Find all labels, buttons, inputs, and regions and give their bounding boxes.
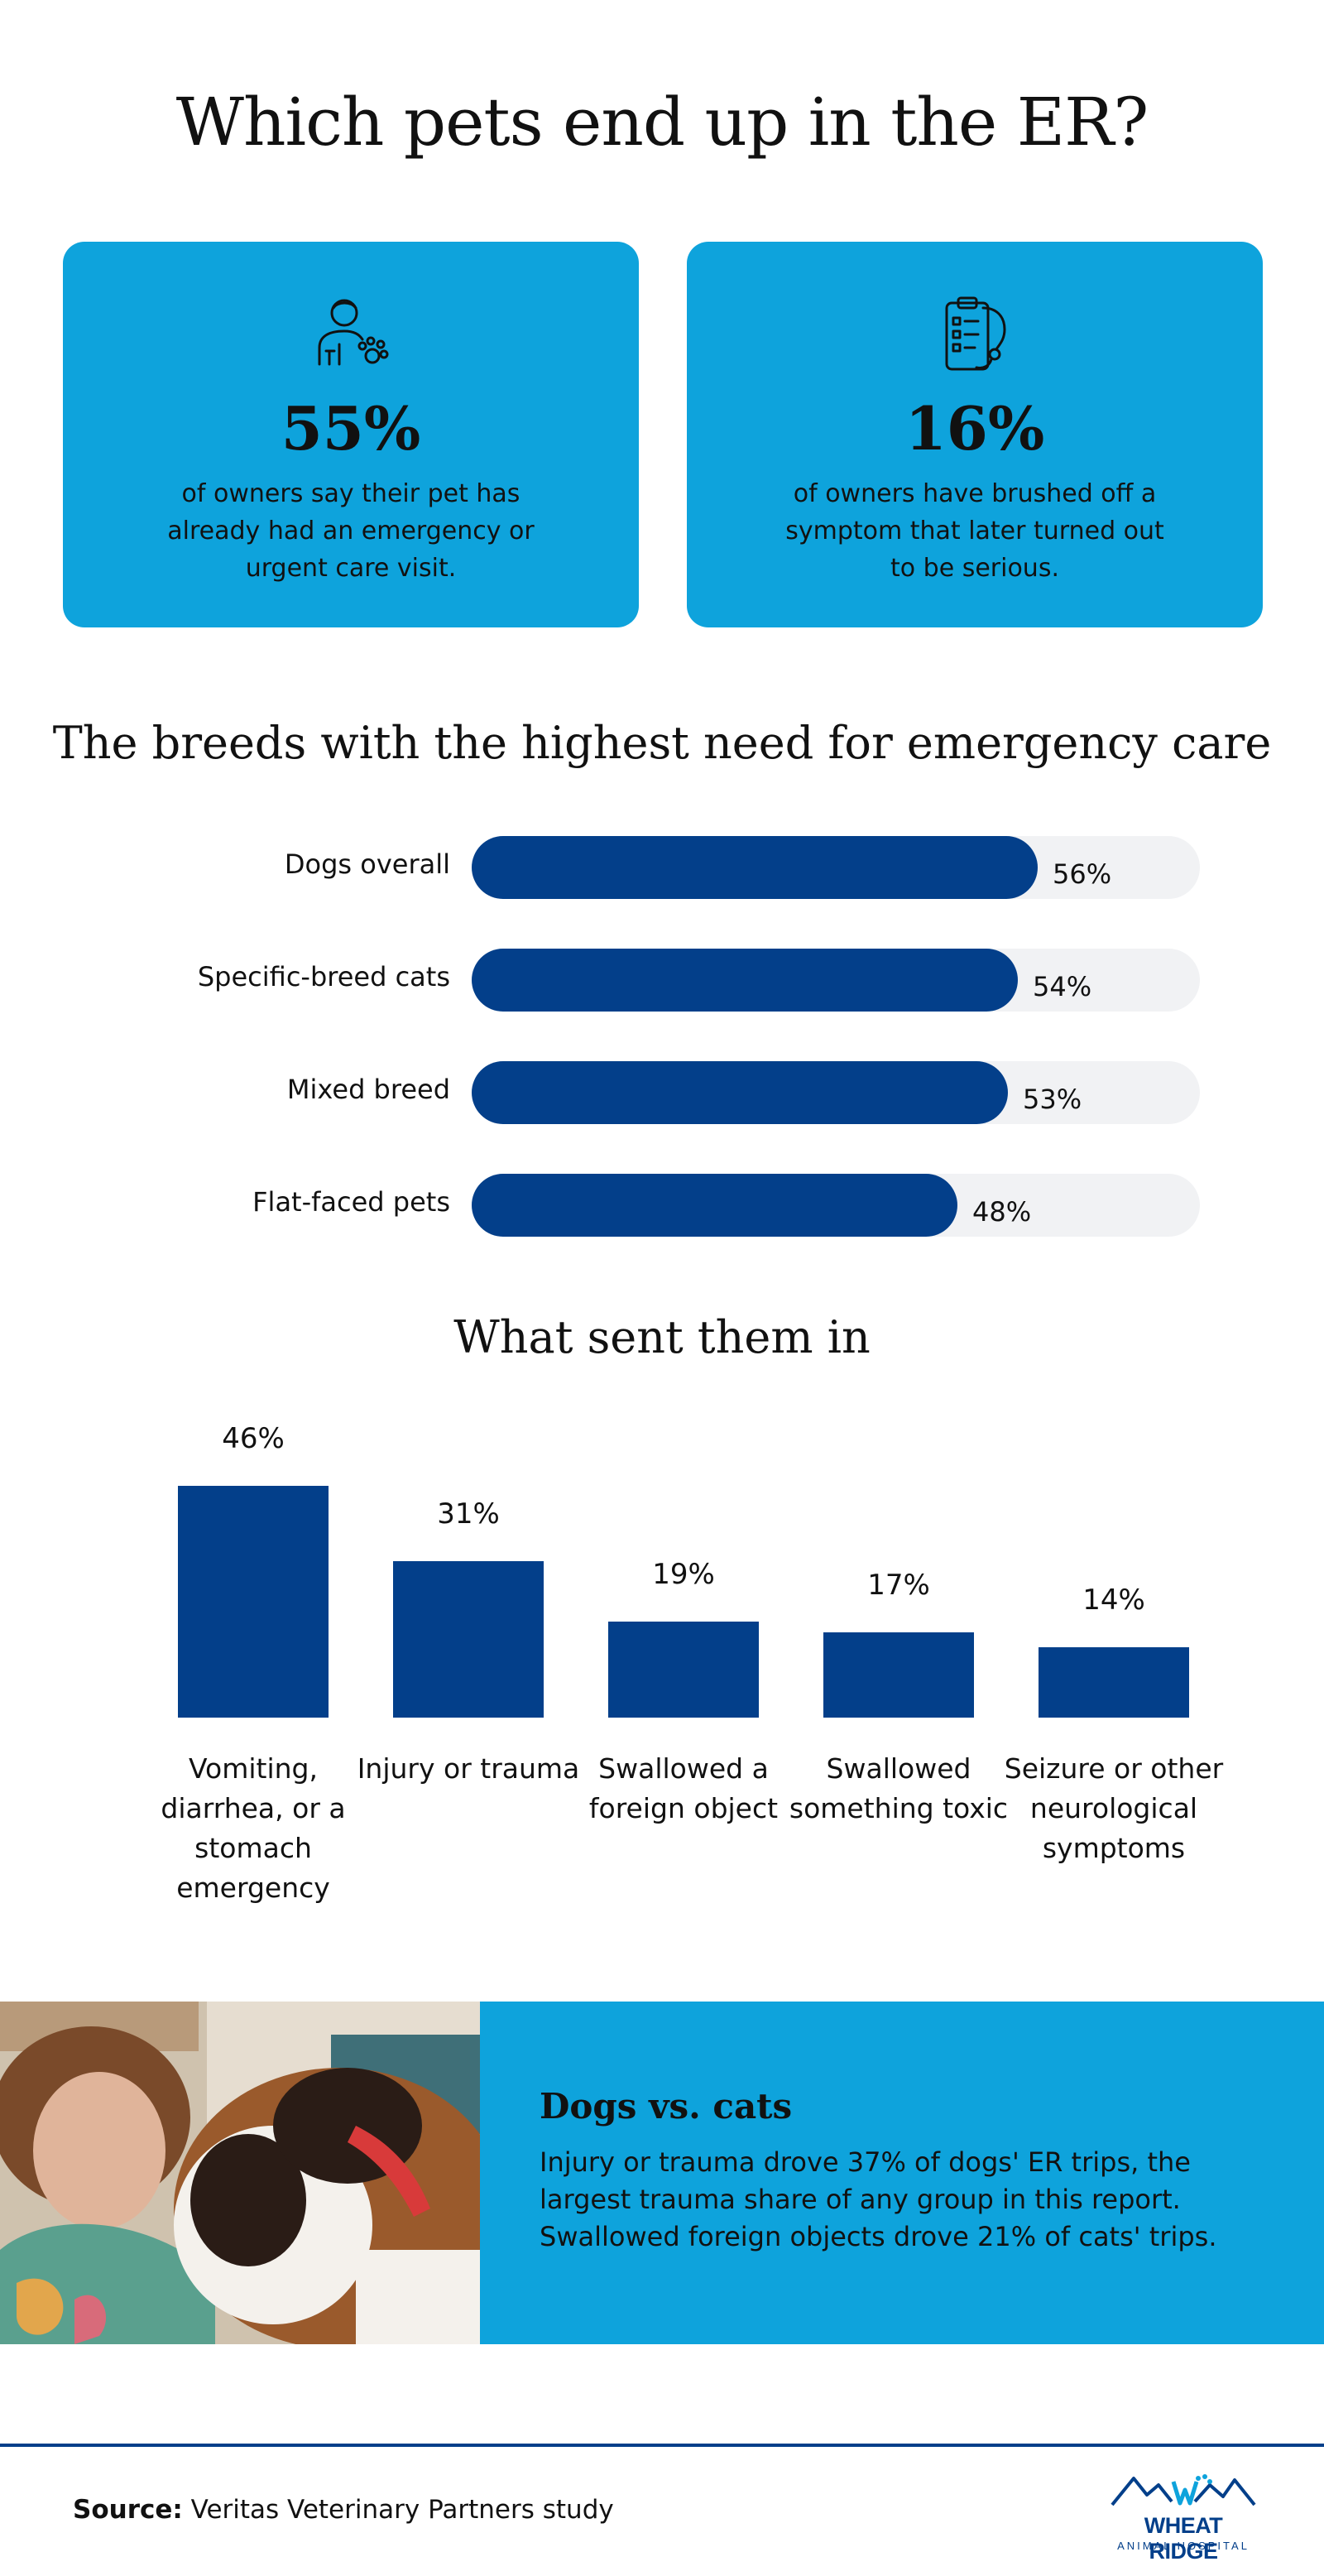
cause-bar xyxy=(393,1561,544,1718)
breed-value-label: 56% xyxy=(1053,858,1112,890)
cause-bar xyxy=(1039,1647,1189,1718)
cause-category-label: Vomiting, diarrhea, or a stomach emergen… xyxy=(161,1752,346,1904)
stat-card-emergency-visits: 55% of owners say their pet has already … xyxy=(63,242,639,627)
dogs-vs-cats-body: Injury or trauma drove 37% of dogs' ER t… xyxy=(540,2146,1217,2252)
logo-subtitle: ANIMAL HOSPITAL xyxy=(1117,2540,1250,2552)
page-title: Which pets end up in the ER? xyxy=(175,84,1149,161)
cause-category-label: Swallowed a foreign object xyxy=(588,1752,779,1824)
person-with-paw-icon xyxy=(318,299,389,366)
footer-divider xyxy=(0,2444,1324,2447)
source-citation: Source: Veritas Veterinary Partners stud… xyxy=(73,2492,614,2528)
cause-value-label: 14% xyxy=(1082,1584,1145,1617)
breed-label: Mixed breed xyxy=(286,1074,450,1105)
breed-label: Flat-faced pets xyxy=(252,1186,450,1218)
source-label: Source: xyxy=(73,2495,183,2525)
source-text: Veritas Veterinary Partners study xyxy=(190,2495,614,2525)
cause-category-label: Injury or trauma xyxy=(357,1752,580,1785)
cause-value-label: 19% xyxy=(652,1558,715,1591)
dogs-vs-cats-panel: Dogs vs. cats Injury or trauma drove 37%… xyxy=(480,2002,1324,2344)
breed-value-label: 53% xyxy=(1023,1084,1082,1115)
breed-bar-track xyxy=(472,949,1200,1012)
breed-bar-row: Mixed breed 53% xyxy=(0,1061,1324,1126)
cause-value-label: 31% xyxy=(437,1497,500,1531)
cause-bar xyxy=(608,1622,759,1718)
causes-chart-title: What sent them in xyxy=(453,1311,871,1363)
breed-value-label: 48% xyxy=(972,1196,1032,1228)
causes-column-chart: 46% Vomiting, diarrhea, or a stomach emer… xyxy=(0,1407,1324,1937)
cause-value-label: 46% xyxy=(222,1422,285,1455)
breed-bar-row: Flat-faced pets 48% xyxy=(0,1174,1324,1238)
breed-value-label: 54% xyxy=(1033,971,1092,1002)
breed-bar-row: Dogs overall 56% xyxy=(0,836,1324,901)
cause-bar xyxy=(823,1632,974,1718)
hospital-logo: WHEAT RIDGE ANIMAL HOSPITAL xyxy=(1109,2468,1258,2564)
stat-card-brushed-off-symptom: 16% of owners have brushed off a symptom… xyxy=(687,242,1263,627)
breed-bar xyxy=(472,949,1018,1012)
stat-description: of owners say their pet has already had … xyxy=(167,479,535,583)
dog-and-owner-photo xyxy=(0,2002,480,2344)
logo-name: WHEAT RIDGE xyxy=(1144,2513,1223,2564)
stat-description: of owners have brushed off a symptom tha… xyxy=(785,479,1164,583)
clipboard-stethoscope-icon xyxy=(945,296,1006,371)
cause-category-label: Seizure or other neurological symptoms xyxy=(1004,1752,1224,1864)
mountain-logo-icon xyxy=(1111,2474,1256,2506)
breed-bar-track xyxy=(472,1061,1200,1124)
breed-bar-track xyxy=(472,1174,1200,1237)
stat-value: 16% xyxy=(904,393,1045,464)
cause-value-label: 17% xyxy=(867,1569,930,1602)
stat-value: 55% xyxy=(281,393,421,464)
breed-bar-track xyxy=(472,836,1200,899)
breed-bar xyxy=(472,1174,957,1237)
dogs-vs-cats-title: Dogs vs. cats xyxy=(540,2086,793,2127)
breed-label: Specific-breed cats xyxy=(197,961,450,992)
breed-label: Dogs overall xyxy=(284,848,450,880)
cause-category-label: Swallowed something toxic xyxy=(789,1752,1009,1824)
breeds-chart-title: The breeds with the highest need for eme… xyxy=(52,717,1272,769)
breed-bar xyxy=(472,1061,1008,1124)
cause-bar xyxy=(178,1486,329,1718)
breed-bar-row: Specific-breed cats 54% xyxy=(0,949,1324,1013)
breed-bar xyxy=(472,836,1038,899)
